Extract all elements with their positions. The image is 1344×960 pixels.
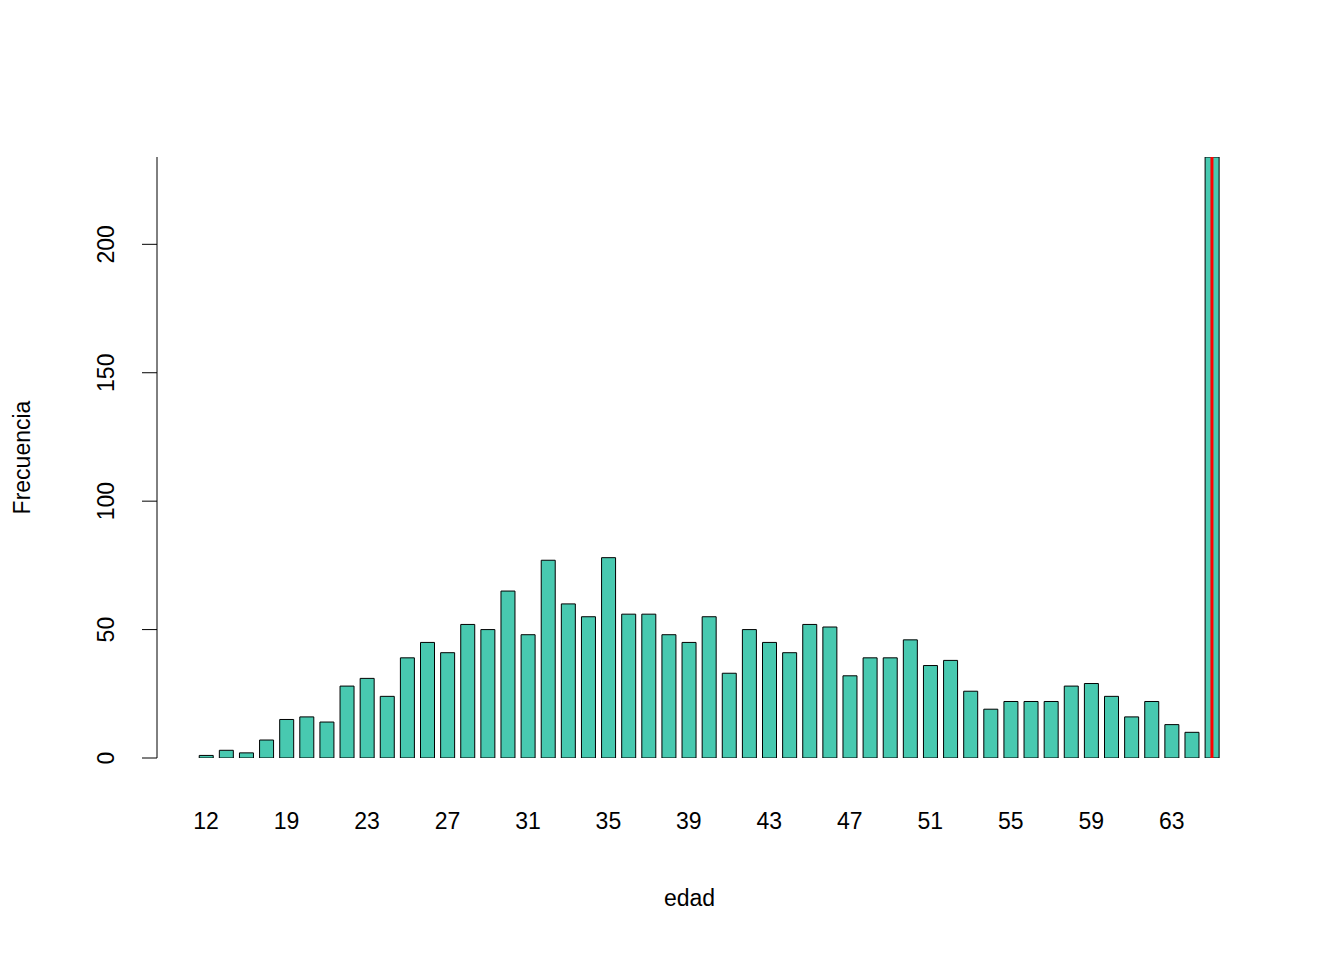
svg-text:39: 39 [676,808,702,834]
svg-text:0: 0 [93,752,119,765]
svg-text:edad: edad [664,885,715,911]
svg-text:51: 51 [917,808,943,834]
svg-text:100: 100 [93,482,119,520]
svg-text:35: 35 [596,808,622,834]
svg-text:200: 200 [93,225,119,263]
svg-text:150: 150 [93,354,119,392]
svg-text:31: 31 [515,808,541,834]
svg-text:19: 19 [274,808,300,834]
svg-text:59: 59 [1078,808,1104,834]
svg-text:63: 63 [1159,808,1185,834]
svg-text:50: 50 [93,617,119,643]
svg-text:47: 47 [837,808,863,834]
svg-text:23: 23 [354,808,380,834]
svg-text:43: 43 [757,808,783,834]
svg-text:Frecuencia: Frecuencia [9,400,35,514]
svg-text:55: 55 [998,808,1024,834]
svg-text:12: 12 [193,808,219,834]
svg-text:27: 27 [435,808,461,834]
